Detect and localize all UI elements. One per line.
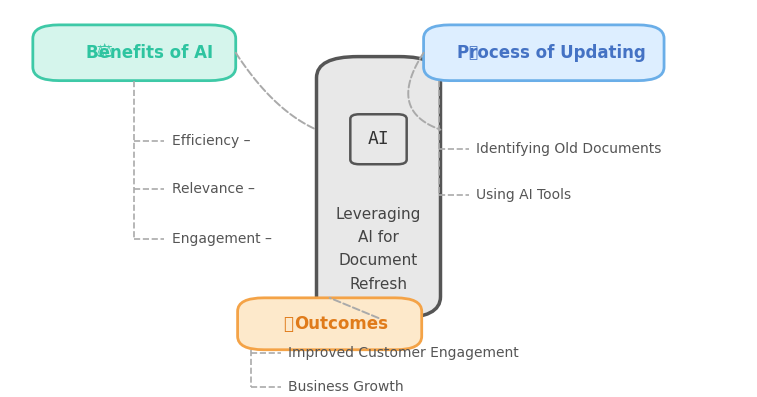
Text: 🔁: 🔁	[468, 45, 477, 60]
Text: Business Growth: Business Growth	[288, 380, 404, 394]
Text: Process of Updating: Process of Updating	[457, 44, 646, 62]
FancyBboxPatch shape	[316, 57, 441, 318]
Text: Relevance –: Relevance –	[172, 182, 254, 196]
FancyBboxPatch shape	[424, 25, 664, 81]
Text: Leveraging
AI for
Document
Refresh: Leveraging AI for Document Refresh	[336, 206, 421, 292]
Text: 👥: 👥	[283, 315, 293, 333]
Text: ⚖: ⚖	[95, 43, 113, 62]
Text: Engagement –: Engagement –	[172, 232, 272, 246]
Text: Efficiency –: Efficiency –	[172, 134, 251, 148]
Text: Using AI Tools: Using AI Tools	[476, 188, 572, 202]
FancyBboxPatch shape	[33, 25, 235, 81]
FancyBboxPatch shape	[238, 298, 422, 350]
Text: Improved Customer Engagement: Improved Customer Engagement	[288, 346, 519, 360]
Text: Identifying Old Documents: Identifying Old Documents	[476, 142, 662, 156]
Text: Benefits of AI: Benefits of AI	[86, 44, 213, 62]
Text: Outcomes: Outcomes	[294, 315, 388, 333]
FancyBboxPatch shape	[350, 114, 407, 164]
Text: AI: AI	[368, 130, 389, 148]
